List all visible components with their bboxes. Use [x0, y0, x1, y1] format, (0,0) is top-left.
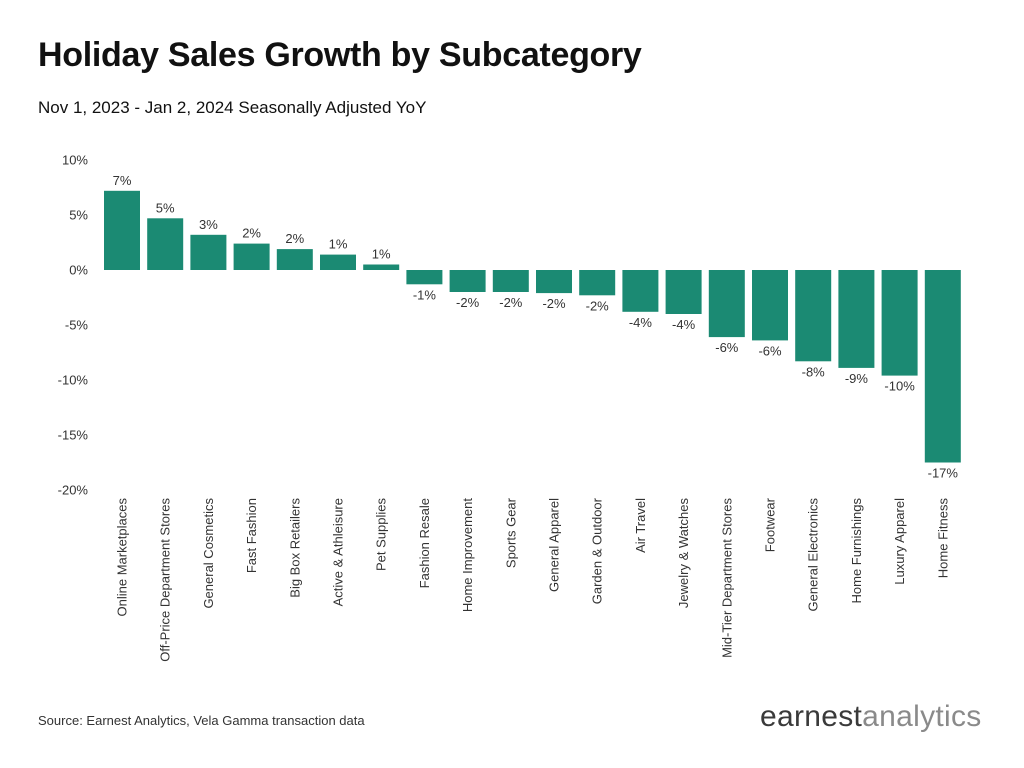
bar — [320, 254, 356, 270]
data-label: 1% — [372, 247, 391, 262]
data-label: -10% — [884, 379, 915, 394]
category-label: Air Travel — [633, 498, 648, 553]
data-label: -2% — [499, 295, 523, 310]
bar — [665, 270, 702, 314]
data-label: 2% — [242, 226, 261, 241]
category-label: General Apparel — [547, 498, 562, 592]
y-tick-label: -15% — [58, 428, 89, 443]
bar-chart: 10% 5% 0% -5% -10% -15% -20% 7% Online Marketpla… — [58, 153, 961, 662]
data-label: -4% — [672, 317, 696, 332]
y-tick-label: -10% — [58, 373, 89, 388]
data-label: -6% — [715, 340, 739, 355]
bar — [579, 270, 616, 296]
earnest-analytics-logo: earnestanalytics — [760, 700, 982, 734]
category-label: Garden & Outdoor — [590, 497, 605, 604]
bar — [622, 270, 659, 312]
category-label: General Electronics — [806, 498, 821, 612]
data-label: -6% — [758, 343, 782, 358]
category-label: Home Improvement — [460, 498, 475, 613]
bar — [795, 270, 832, 362]
data-label: 3% — [199, 217, 218, 232]
bar — [406, 270, 443, 285]
chart-subtitle: Nov 1, 2023 - Jan 2, 2024 Seasonally Adj… — [38, 98, 427, 117]
category-label: Footwear — [763, 497, 778, 552]
data-label: 5% — [156, 200, 175, 215]
data-label: 1% — [329, 237, 348, 252]
data-label: -8% — [802, 364, 826, 379]
category-label: Active & Athleisure — [331, 498, 346, 606]
category-label: Off-Price Department Stores — [158, 498, 173, 662]
y-tick-label: -5% — [65, 318, 89, 333]
logo-part-analytics: analytics — [862, 700, 982, 733]
bar — [233, 243, 270, 270]
category-label: Online Marketplaces — [115, 498, 130, 617]
category-label: Mid-Tier Department Stores — [719, 498, 734, 658]
category-label: Jewelry & Watches — [676, 498, 691, 609]
data-label: -1% — [413, 287, 437, 302]
data-label: -4% — [629, 315, 653, 330]
category-label: Pet Supplies — [374, 498, 389, 571]
category-label: Sports Gear — [503, 497, 518, 568]
bar — [363, 264, 400, 270]
category-label: Fast Fashion — [244, 498, 259, 573]
data-label: -2% — [456, 295, 480, 310]
chart-title: Holiday Sales Growth by Subcategory — [38, 36, 642, 74]
bar — [190, 234, 227, 270]
bar — [536, 270, 572, 294]
bar — [492, 270, 529, 292]
bar — [708, 270, 745, 338]
bar — [104, 190, 140, 270]
bar — [147, 218, 184, 270]
bar — [838, 270, 875, 368]
y-tick-label: 10% — [62, 153, 88, 168]
category-label: Home Furnishings — [849, 498, 864, 604]
category-label: General Cosmetics — [201, 498, 216, 609]
data-label: 2% — [285, 231, 304, 246]
data-label: -2% — [542, 296, 566, 311]
data-label: -9% — [845, 371, 869, 386]
bar — [276, 249, 313, 270]
category-label: Fashion Resale — [417, 498, 432, 588]
bar — [881, 270, 918, 376]
category-label: Big Box Retailers — [287, 498, 302, 598]
bar — [449, 270, 486, 292]
source-note: Source: Earnest Analytics, Vela Gamma tr… — [38, 713, 365, 728]
y-tick-label: -20% — [58, 483, 89, 498]
data-label: 7% — [113, 173, 132, 188]
data-label: -17% — [928, 466, 959, 481]
y-tick-label: 5% — [69, 208, 88, 223]
bar — [752, 270, 788, 341]
category-label: Luxury Apparel — [892, 498, 907, 585]
logo-part-earnest: earnest — [760, 700, 863, 733]
category-label: Home Fitness — [935, 498, 950, 579]
y-tick-label: 0% — [69, 263, 88, 278]
bar — [924, 270, 961, 463]
data-label: -2% — [586, 298, 610, 313]
